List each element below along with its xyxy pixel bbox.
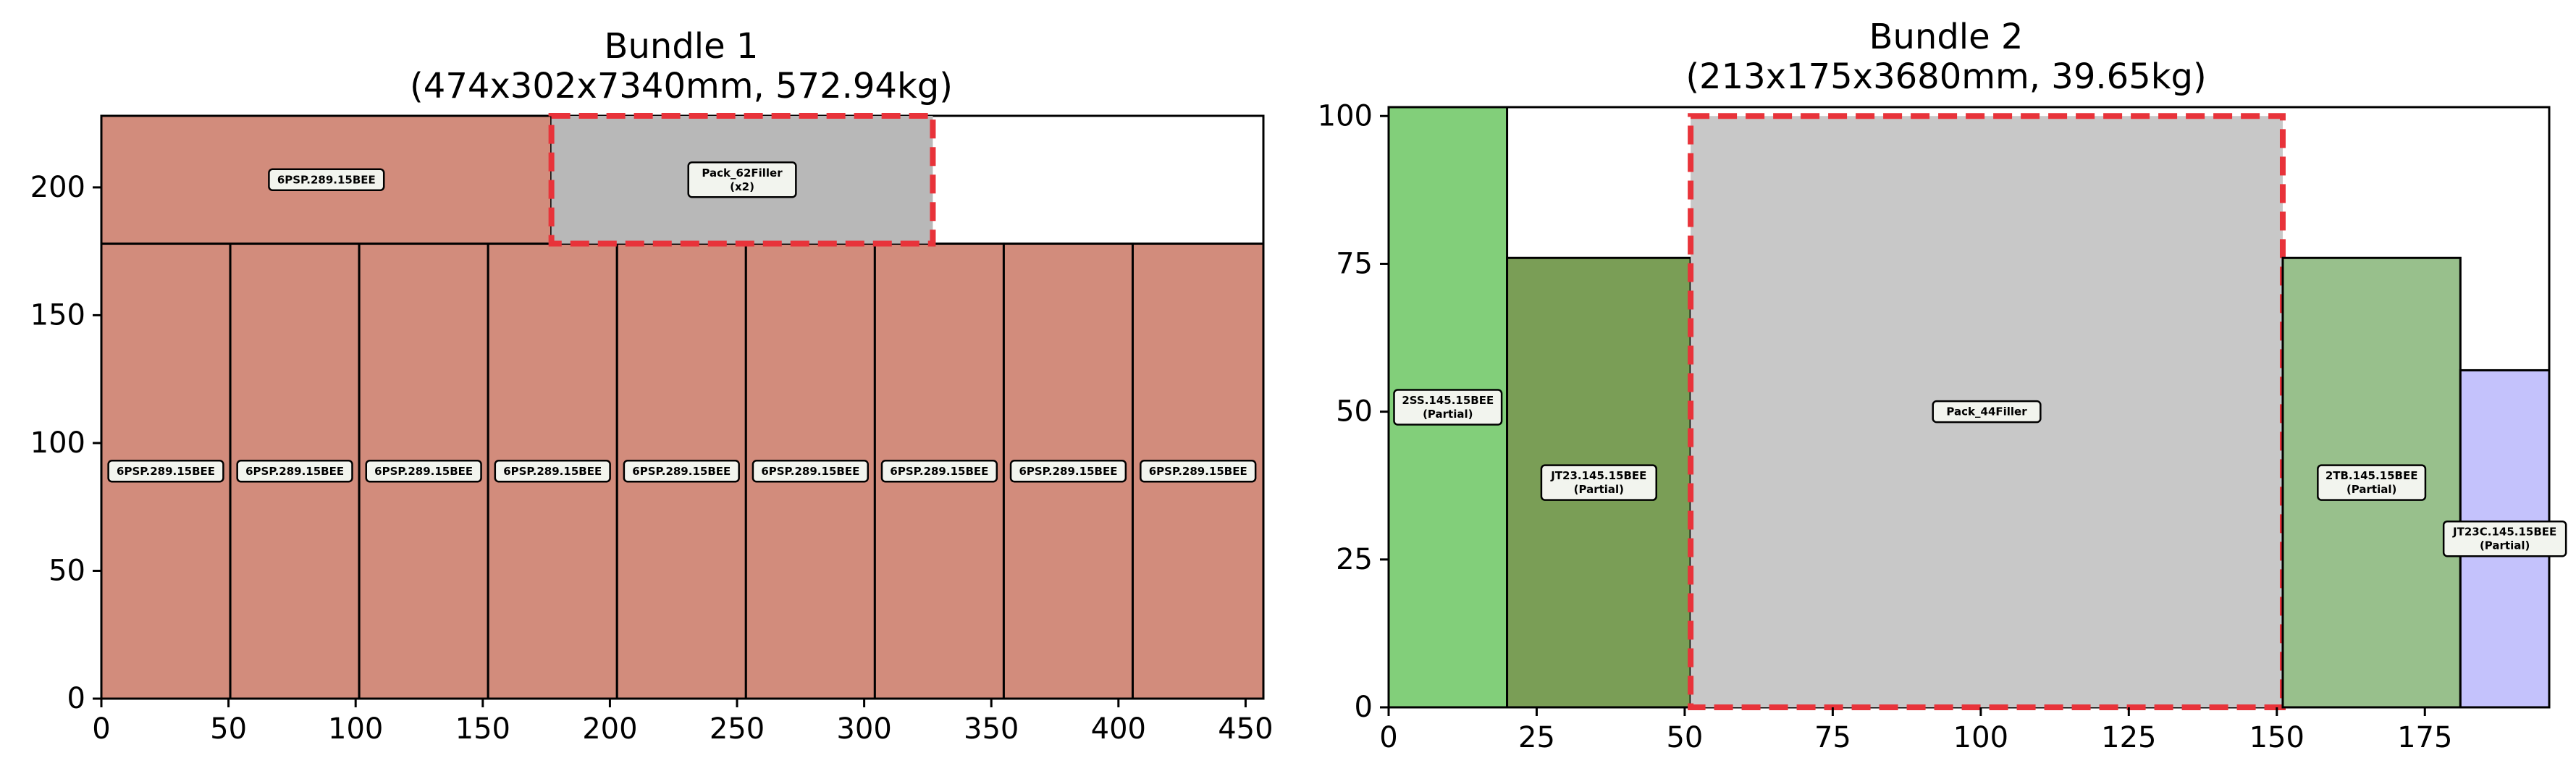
x-tick-label: 400: [1091, 712, 1146, 746]
box-label-tag: [1009, 460, 1127, 483]
y-tick-label: 0: [67, 682, 85, 715]
y-tick-label: 25: [1336, 543, 1373, 576]
x-tick-label: 0: [1379, 721, 1397, 754]
x-tick-label: 100: [1953, 721, 2008, 754]
box-label: 6PSP.289.15BEE: [1019, 465, 1117, 478]
box-label-tag: [236, 460, 353, 483]
box-label: 6PSP.289.15BEE: [761, 465, 859, 478]
x-tick-label: 50: [1666, 721, 1703, 754]
x-tick-label: 350: [964, 712, 1019, 746]
box-label: 6PSP.289.15BEE: [632, 465, 731, 478]
box-label-tag: [880, 460, 998, 483]
bundle-1-title: Bundle 1: [605, 26, 759, 67]
x-tick-label: 0: [92, 712, 110, 746]
y-tick-label: 50: [1336, 395, 1373, 429]
box-label-tag: [1540, 464, 1657, 501]
bundle-2-title: Bundle 2: [1869, 17, 2024, 57]
box-label: JT23C.145.15BEE: [2452, 526, 2556, 539]
box-label-tag: [1393, 389, 1503, 426]
x-tick-label: 300: [836, 712, 891, 746]
box-label-tag: [365, 460, 482, 483]
y-tick-label: 0: [1355, 691, 1373, 724]
box-label: 2SS.145.15BEE: [1402, 394, 1494, 407]
box-label-tag: [2317, 464, 2427, 501]
box-label: Pack_62Filler: [702, 167, 783, 180]
box-label-tag: [623, 460, 740, 483]
box-label: JT23.145.15BEE: [1550, 469, 1646, 482]
box-label-tag: [752, 460, 869, 483]
y-tick-label: 50: [49, 554, 85, 587]
box-label: (Partial): [2346, 483, 2396, 496]
box-label-tag: [107, 460, 224, 483]
x-tick-label: 125: [2101, 721, 2156, 754]
box-label: 6PSP.289.15BEE: [117, 465, 215, 478]
x-tick-label: 450: [1218, 712, 1273, 746]
box-label: (Partial): [1423, 408, 1473, 421]
box-label: 6PSP.289.15BEE: [890, 465, 988, 478]
y-tick-label: 100: [1318, 99, 1373, 132]
box-label-tag: [1932, 400, 2042, 424]
x-tick-label: 25: [1518, 721, 1555, 754]
x-tick-label: 150: [455, 712, 510, 746]
y-tick-label: 200: [30, 171, 85, 204]
box-label: 2TB.145.15BEE: [2325, 469, 2418, 482]
bundle-2-subtitle: (213x175x3680mm, 39.65kg): [1685, 56, 2206, 97]
box-label: 6PSP.289.15BEE: [1149, 465, 1247, 478]
box-label: 6PSP.289.15BEE: [277, 173, 376, 186]
bundle-1-chart: Bundle 1 (474x302x7340mm, 572.94kg) 6PSP…: [30, 26, 1274, 746]
x-tick-label: 200: [582, 712, 637, 746]
x-tick-label: 75: [1814, 721, 1851, 754]
y-tick-label: 75: [1336, 247, 1373, 280]
x-tick-label: 50: [210, 712, 247, 746]
y-tick-label: 100: [30, 426, 85, 460]
x-tick-label: 175: [2397, 721, 2452, 754]
box-label: 6PSP.289.15BEE: [374, 465, 473, 478]
box-label: Pack_44Filler: [1946, 405, 2027, 418]
x-tick-label: 150: [2249, 721, 2304, 754]
box-label: (Partial): [1574, 483, 1624, 496]
box-label: 6PSP.289.15BEE: [503, 465, 602, 478]
y-tick-label: 150: [30, 298, 85, 332]
box-label-tag: [494, 460, 611, 483]
box-label-tag: [2442, 520, 2567, 557]
bundle-1-subtitle: (474x302x7340mm, 572.94kg): [410, 66, 953, 106]
x-tick-label: 100: [328, 712, 383, 746]
box-label: (x2): [730, 180, 754, 193]
box-label: 6PSP.289.15BEE: [245, 465, 344, 478]
box-label-tag: [1140, 460, 1257, 483]
box-label: (Partial): [2480, 539, 2530, 552]
x-tick-label: 250: [710, 712, 765, 746]
box-label-tag: [268, 168, 385, 192]
bundle-2-chart: Bundle 2 (213x175x3680mm, 39.65kg) 2SS.1…: [1318, 17, 2567, 754]
box-label-tag: [687, 161, 797, 198]
